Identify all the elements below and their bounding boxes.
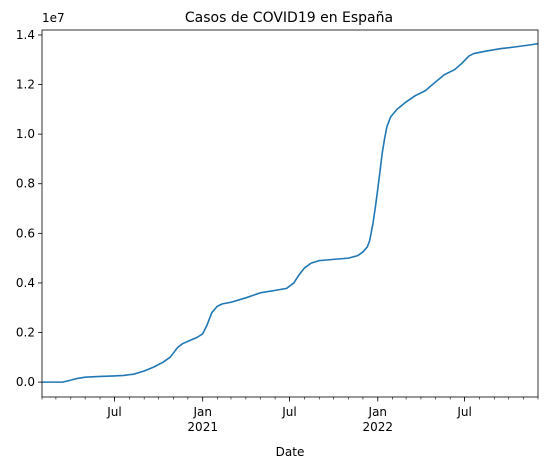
y-tick-label: 0.8 (16, 177, 35, 191)
y-tick-label: 0.0 (16, 375, 35, 389)
y-tick-label: 0.2 (16, 326, 35, 340)
x-tick-label: Jul (281, 405, 296, 419)
y-tick-label: 1.4 (16, 28, 35, 42)
axes-frame (41, 29, 539, 398)
series-line (42, 42, 539, 383)
y-tick-label: 0.4 (16, 276, 35, 290)
y-tick-label: 0.6 (16, 226, 35, 240)
y-tick-label: 1.2 (16, 78, 35, 92)
x-tick-label: Jan (368, 405, 388, 419)
x-tick-year-label: 2021 (187, 420, 218, 434)
x-tick-label: Jul (456, 405, 471, 419)
x-tick-label: Jan (192, 405, 212, 419)
y-tick-label: 1.0 (16, 127, 35, 141)
x-tick-year-label: 2022 (363, 420, 394, 434)
x-tick-label: Jul (106, 405, 121, 419)
chart-title: Casos de COVID19 en España (185, 10, 393, 26)
x-axis-label: Date (276, 445, 305, 459)
y-offset-label: 1e7 (42, 11, 65, 25)
